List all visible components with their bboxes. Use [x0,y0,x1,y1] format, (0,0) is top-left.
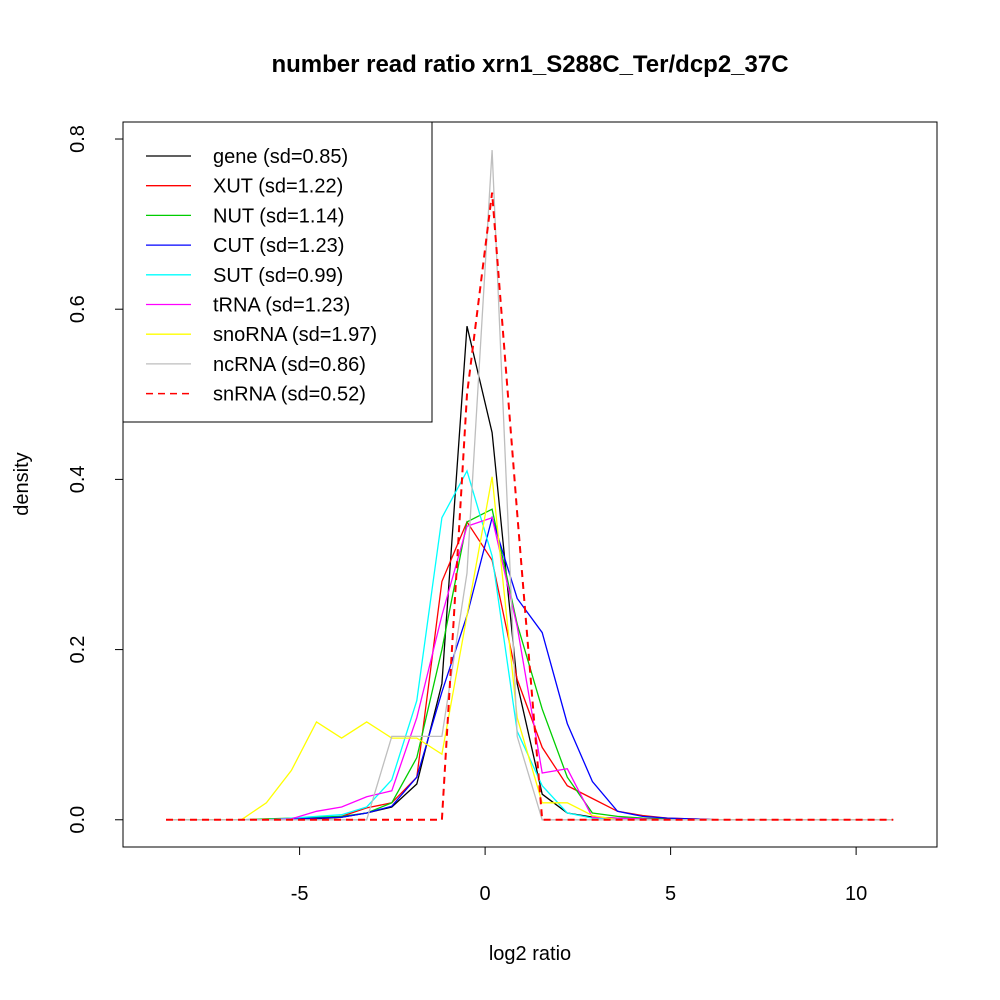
y-tick-label: 0.6 [67,295,89,323]
y-tick-label: 0.4 [67,465,89,493]
x-tick-label: 10 [845,883,867,905]
y-axis-label: density [11,452,33,515]
y-tick-label: 0.2 [67,636,89,664]
chart-title: number read ratio xrn1_S288C_Ter/dcp2_37… [271,51,788,78]
series-line-NUT [166,508,894,821]
x-tick-label: 5 [665,883,676,905]
legend-label: XUT (sd=1.22) [213,176,343,198]
legend: gene (sd=0.85) XUT (sd=1.22) NUT (sd=1.14)… [122,121,433,423]
series-line-SUT [166,469,894,821]
legend-label: snoRNA (sd=1.97) [213,324,377,346]
legend-label: CUT (sd=1.23) [213,235,344,257]
legend-label: snRNA (sd=0.52) [213,384,366,406]
x-tick-label: 0 [480,883,491,905]
y-tick-label: 0.0 [67,806,89,834]
legend-label: ncRNA (sd=0.86) [213,354,366,376]
series-line-snRNA [166,192,894,821]
legend-label: tRNA (sd=1.23) [213,295,350,317]
legend-box [122,121,433,423]
legend-label: SUT (sd=0.99) [213,265,343,287]
legend-label: NUT (sd=1.14) [213,205,344,227]
x-axis-label: log2 ratio [489,943,571,965]
legend-label: gene (sd=0.85) [213,146,348,168]
x-tick-label: -5 [291,883,309,905]
series-line-snoRNA [166,476,894,821]
y-tick-label: 0.8 [67,125,89,153]
